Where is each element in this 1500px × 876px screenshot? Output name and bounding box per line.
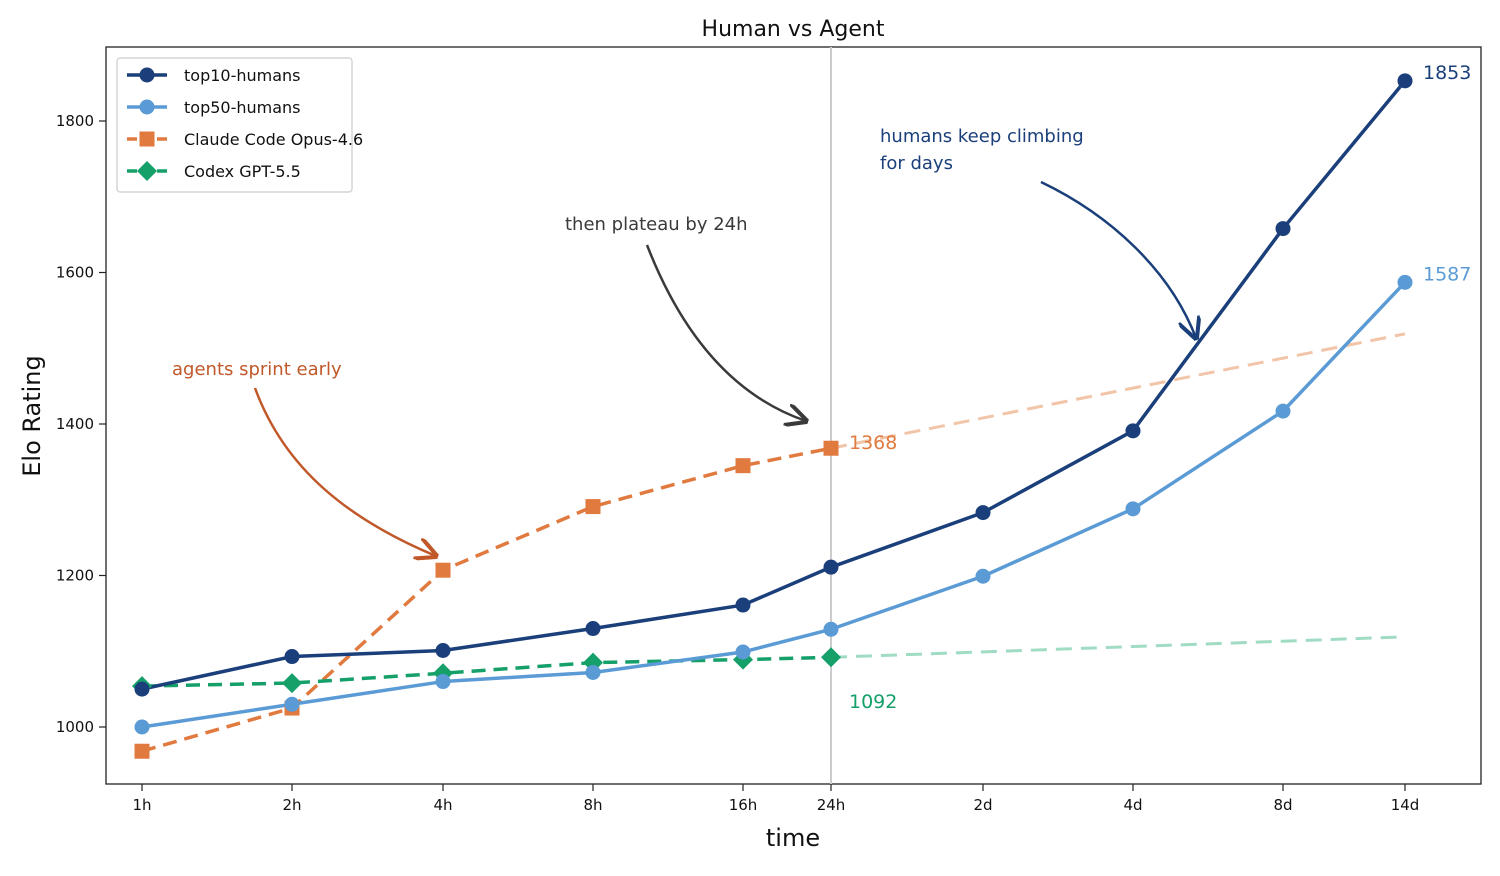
point-0-9 <box>1397 73 1413 89</box>
end-label-0: 1853 <box>1423 62 1471 84</box>
annotation-agents-sprint-arrow <box>253 387 436 556</box>
y-tick-label-2: 1400 <box>56 415 94 433</box>
x-tick-label-2: 4h <box>433 796 452 814</box>
projection-line-3 <box>830 635 1406 659</box>
annotation-humans-climb-line1: humans keep climbing <box>880 126 1084 147</box>
legend-box <box>116 57 353 193</box>
point-0-3 <box>585 621 601 637</box>
point-1-6 <box>975 568 991 584</box>
point-0-8 <box>1275 221 1291 237</box>
y-axis: 1000 1200 1400 1600 1800 <box>56 112 106 736</box>
point-1-4 <box>735 644 751 660</box>
projection-lines <box>830 332 1406 659</box>
point-0-2 <box>435 642 451 658</box>
y-tick-label-0: 1000 <box>56 718 94 736</box>
point-2-4 <box>735 458 751 474</box>
y-tick-label-1: 1200 <box>56 567 94 585</box>
point-1-2 <box>435 674 451 690</box>
point-3-1 <box>282 673 302 694</box>
plot-frame <box>105 46 1482 785</box>
point-1-8 <box>1275 403 1291 419</box>
legend-label-2: Claude Code Opus-4.6 <box>184 130 363 149</box>
x-tick-label-3: 8h <box>583 796 602 814</box>
series-line-3 <box>141 655 832 688</box>
legend-label-0: top10-humans <box>184 66 301 85</box>
point-0-4 <box>735 597 751 613</box>
annotation-agents-sprint: agents sprint early <box>172 359 436 556</box>
point-1-0 <box>134 719 150 735</box>
x-tick-label-0: 1h <box>132 796 151 814</box>
y-tick-label-3: 1600 <box>56 264 94 282</box>
series-line-1 <box>141 281 1407 729</box>
point-1-7 <box>1125 501 1141 517</box>
annotation-humans-climb-arrow <box>1040 180 1196 338</box>
point-1-3 <box>585 664 601 680</box>
point-0-5 <box>823 559 839 575</box>
point-1-1 <box>284 696 300 712</box>
annotation-plateau: then plateau by 24h <box>565 214 806 421</box>
x-axis: 1h 2h 4h 8h 16h 24h 2d 4d 8d 14d <box>132 784 1419 814</box>
point-2-2 <box>435 562 451 578</box>
point-0-1 <box>284 649 300 665</box>
x-tick-label-7: 4d <box>1123 796 1142 814</box>
point-1-5 <box>823 621 839 637</box>
point-3-5 <box>821 647 841 668</box>
annotation-agents-sprint-text: agents sprint early <box>172 359 342 380</box>
y-tick-label-4: 1800 <box>56 112 94 130</box>
legend-label-1: top50-humans <box>184 98 301 117</box>
point-0-0 <box>134 681 150 697</box>
x-tick-label-8: 8d <box>1273 796 1292 814</box>
end-label-1: 1587 <box>1423 263 1471 285</box>
projection-line-2 <box>830 332 1406 450</box>
x-tick-label-5: 24h <box>817 796 846 814</box>
annotation-humans-climb-line2: for days <box>880 153 953 174</box>
series-line-2 <box>141 446 832 753</box>
x-tick-label-6: 2d <box>973 796 992 814</box>
point-2-5 <box>823 440 839 456</box>
annotation-plateau-arrow <box>645 244 806 421</box>
point-1-9 <box>1397 274 1413 290</box>
x-tick-label-1: 2h <box>282 796 301 814</box>
end-label-2: 1368 <box>849 432 897 454</box>
point-2-3 <box>585 499 601 515</box>
legend-marker-0 <box>139 67 155 83</box>
x-tick-label-4: 16h <box>729 796 758 814</box>
legend-marker-2 <box>139 131 155 147</box>
annotation-humans-climb: humans keep climbing for days <box>880 126 1196 338</box>
chart-title: Human vs Agent <box>702 17 885 42</box>
legend-marker-3 <box>137 161 157 181</box>
y-axis-title: Elo Rating <box>18 355 46 477</box>
series-line-0 <box>141 79 1407 691</box>
x-axis-title: time <box>766 824 820 852</box>
series-lines <box>141 79 1407 753</box>
x-tick-label-9: 14d <box>1391 796 1420 814</box>
point-0-7 <box>1125 423 1141 439</box>
end-labels: 1853 1587 1368 1092 <box>849 62 1471 713</box>
point-0-6 <box>975 505 991 521</box>
legend-marker-1 <box>139 99 155 115</box>
end-label-3: 1092 <box>849 691 897 713</box>
legend: top10-humans top50-humans Claude Code Opus… <box>116 57 363 193</box>
point-2-0 <box>134 743 150 759</box>
series-markers <box>132 73 1413 759</box>
legend-label-3: Codex GPT-5.5 <box>184 162 301 181</box>
annotation-plateau-text: then plateau by 24h <box>565 214 748 235</box>
